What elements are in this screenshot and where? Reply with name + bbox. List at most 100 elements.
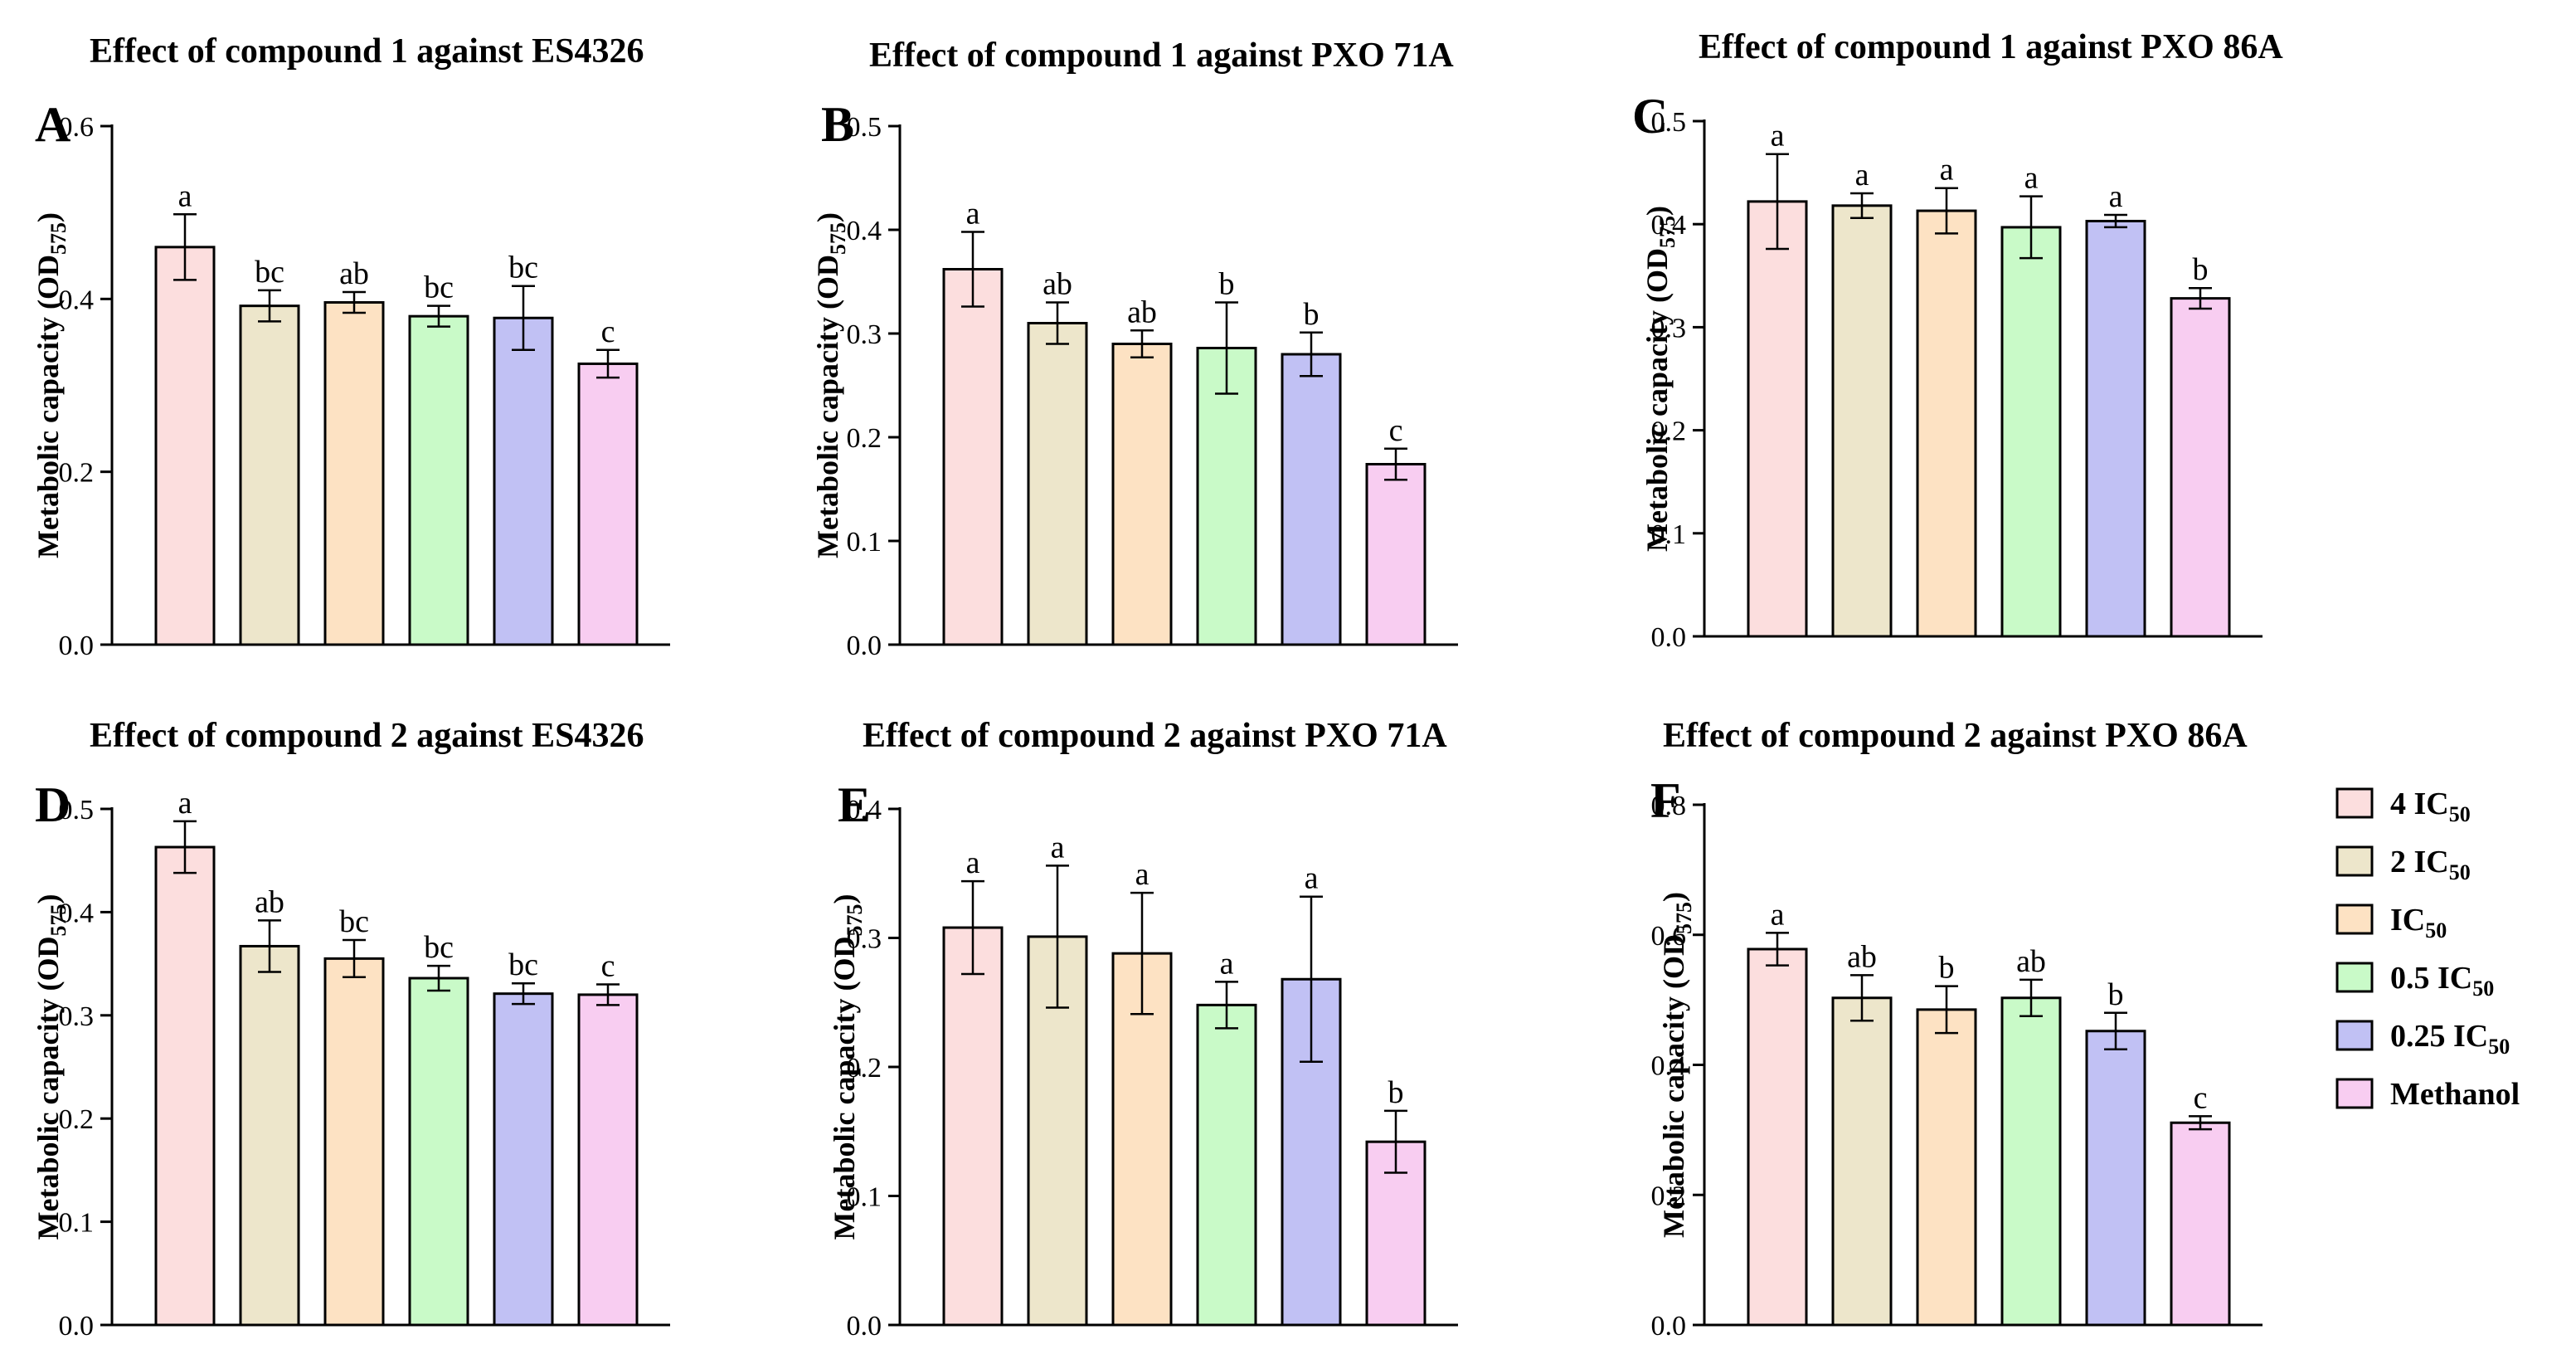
y-tick-label: 0.1 bbox=[1651, 519, 1687, 550]
bar bbox=[154, 845, 216, 1327]
bar bbox=[1831, 204, 1893, 638]
chart-title: Effect of compound 1 against PXO 86A bbox=[1699, 28, 2283, 66]
bar bbox=[493, 316, 554, 646]
y-axis-label: Metabolic capacity (OD575) bbox=[32, 212, 70, 558]
chart-panel-f: Effect of compound 2 against PXO 86A F Met… bbox=[1650, 717, 2263, 1342]
legend-swatch bbox=[2335, 903, 2374, 935]
bar bbox=[154, 246, 216, 646]
y-axis-label-end: ) bbox=[811, 212, 844, 222]
bar bbox=[239, 944, 300, 1327]
significance-letter: bc bbox=[339, 904, 369, 939]
significance-letter: b bbox=[2108, 977, 2124, 1012]
bar bbox=[1196, 1003, 1257, 1327]
bar bbox=[1747, 947, 1808, 1327]
bar bbox=[2170, 1121, 2231, 1327]
y-axis-label-sub: 575 bbox=[46, 904, 70, 937]
significance-letter: a bbox=[178, 178, 192, 213]
y-tick-label: 0.3 bbox=[847, 319, 882, 350]
significance-letter: a bbox=[1855, 158, 1869, 192]
y-tick-label: 0.4 bbox=[847, 216, 882, 246]
legend-item: IC50 bbox=[2335, 903, 2447, 942]
chart-panel-b: Effect of compound 1 against PXO 71A B Met… bbox=[811, 37, 1458, 661]
legend-label-main: Methanol bbox=[2390, 1077, 2520, 1112]
significance-letter: b bbox=[1219, 267, 1235, 302]
significance-letter: a bbox=[1771, 119, 1785, 153]
bar bbox=[323, 957, 385, 1327]
y-axis-label-sub: 575 bbox=[1655, 216, 1679, 248]
bar bbox=[1281, 353, 1342, 646]
chart-panel-d: Effect of compound 2 against ES4326 D Meta… bbox=[32, 717, 670, 1342]
y-axis-label-main: Metabolic capacity (OD bbox=[1640, 248, 1674, 552]
y-axis-label: Metabolic capacity (OD575) bbox=[1640, 206, 1679, 552]
y-tick-label: 0.4 bbox=[1651, 1051, 1687, 1082]
legend-swatch bbox=[2335, 845, 2374, 877]
bar bbox=[1916, 209, 1977, 638]
bar bbox=[2170, 297, 2231, 638]
chart-title: Effect of compound 1 against ES4326 bbox=[90, 32, 644, 71]
chart-title: Effect of compound 2 against PXO 71A bbox=[863, 717, 1447, 755]
bar bbox=[1365, 463, 1427, 646]
significance-letter: c bbox=[2194, 1080, 2208, 1115]
significance-letter: bc bbox=[508, 251, 538, 285]
panel-label: A bbox=[35, 97, 70, 152]
y-tick-label: 0.4 bbox=[59, 285, 95, 315]
bar bbox=[2000, 226, 2062, 638]
chart-title: Effect of compound 2 against PXO 86A bbox=[1663, 717, 2248, 755]
significance-letter: ab bbox=[1847, 939, 1877, 974]
legend-label: 0.5 IC50 bbox=[2390, 961, 2494, 1001]
bar bbox=[2000, 996, 2062, 1327]
significance-letter: b bbox=[1304, 297, 1320, 332]
y-tick-label: 0.3 bbox=[59, 1001, 95, 1032]
significance-letter: a bbox=[966, 197, 980, 231]
y-axis-label-sub: 575 bbox=[843, 904, 867, 937]
legend-label: 4 IC50 bbox=[2390, 787, 2471, 826]
legend-label: Methanol bbox=[2390, 1077, 2520, 1112]
y-axis-label-main: Metabolic capacity (OD bbox=[1657, 934, 1690, 1238]
legend-label-sub: 50 bbox=[2488, 1035, 2510, 1059]
legend-item: 0.25 IC50 bbox=[2335, 1019, 2510, 1059]
bar bbox=[1027, 322, 1088, 646]
y-tick-label: 0.0 bbox=[59, 631, 95, 661]
significance-letter: c bbox=[1389, 413, 1403, 448]
y-tick-label: 0.1 bbox=[847, 527, 882, 558]
y-axis-label-end: ) bbox=[828, 894, 861, 904]
legend-swatch bbox=[2335, 1078, 2374, 1109]
bar bbox=[239, 304, 300, 646]
legend-label: 2 IC50 bbox=[2390, 845, 2471, 884]
y-axis-label: Metabolic capacity (OD575) bbox=[32, 894, 70, 1240]
y-tick-label: 0.4 bbox=[1651, 210, 1687, 241]
y-tick-label: 0.0 bbox=[847, 1311, 882, 1342]
legend-swatch bbox=[2335, 962, 2374, 993]
bar bbox=[2085, 219, 2146, 638]
y-tick-label: 0.6 bbox=[59, 112, 95, 143]
y-axis-label-end: ) bbox=[32, 894, 65, 904]
y-tick-label: 0.5 bbox=[59, 795, 95, 826]
panel-label: B bbox=[821, 97, 854, 152]
y-tick-label: 0.2 bbox=[1651, 1181, 1687, 1211]
significance-letter: c bbox=[601, 948, 615, 983]
significance-letter: a bbox=[1135, 857, 1149, 892]
legend-label-sub: 50 bbox=[2425, 918, 2447, 942]
legend-label-main: 0.5 IC bbox=[2390, 961, 2472, 996]
y-tick-label: 0.2 bbox=[59, 1104, 95, 1135]
y-tick-label: 0.5 bbox=[1651, 107, 1687, 138]
bar bbox=[1831, 996, 1893, 1327]
significance-letter: a bbox=[1051, 830, 1065, 865]
significance-letter: ab bbox=[1127, 295, 1157, 329]
legend-swatch bbox=[2335, 787, 2374, 819]
significance-letter: ab bbox=[1043, 267, 1072, 302]
bar bbox=[1916, 1008, 1977, 1327]
chart-panel-c: Effect of compound 1 against PXO 86A C Met… bbox=[1632, 28, 2283, 653]
significance-letter: ab bbox=[339, 256, 369, 291]
significance-letter: a bbox=[2024, 161, 2039, 196]
y-axis-label-main: Metabolic capacity (OD bbox=[811, 255, 844, 558]
chart-title: Effect of compound 1 against PXO 71A bbox=[869, 37, 1454, 75]
legend-item: 2 IC50 bbox=[2335, 845, 2471, 884]
bar bbox=[323, 301, 385, 646]
bar bbox=[493, 992, 554, 1327]
y-axis-label-sub: 575 bbox=[826, 222, 850, 255]
bar bbox=[408, 977, 469, 1327]
significance-letter: a bbox=[1940, 153, 1954, 188]
bar bbox=[408, 314, 469, 646]
